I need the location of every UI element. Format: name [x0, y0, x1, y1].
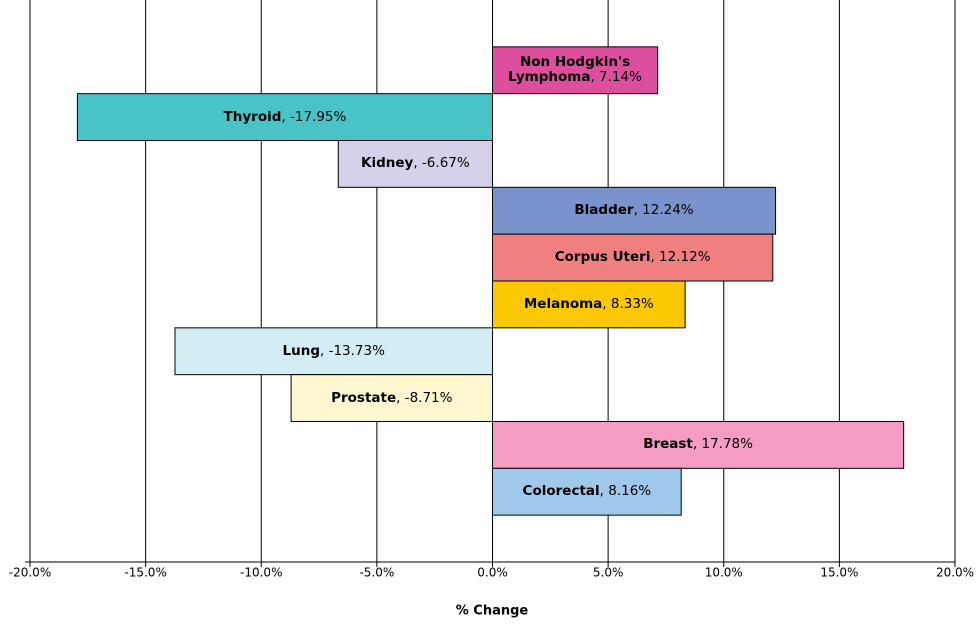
data-label: Non Hodgkin's Lymphoma7.14%: [493, 47, 658, 94]
data-label: Prostate-8.71%: [291, 375, 492, 422]
x-tick-label: 20.0%: [936, 566, 974, 580]
value-label: 8.33%: [602, 296, 653, 312]
x-tick-label: -5.0%: [359, 566, 394, 580]
data-label-box: Thyroid-17.95%: [77, 94, 492, 141]
x-tick-label: -15.0%: [124, 566, 166, 580]
data-label-box: Corpus Uteri12.12%: [493, 234, 773, 281]
data-label: Bladder12.24%: [493, 187, 776, 234]
data-label-box: Bladder12.24%: [493, 187, 776, 234]
data-label-box: Lung-13.73%: [175, 328, 493, 375]
data-label: Melanoma8.33%: [493, 281, 686, 328]
category-label: Kidney: [361, 155, 414, 172]
data-label-box: Colorectal8.16%: [493, 468, 682, 515]
bar: [492, 186, 777, 235]
bar: [76, 93, 493, 141]
x-tick-label: 5.0%: [593, 566, 624, 580]
value-label: 12.12%: [650, 249, 710, 265]
x-tick-label: 10.0%: [705, 566, 743, 580]
category-label: Lung: [282, 342, 321, 359]
category-label: Bladder: [574, 202, 634, 219]
data-label-box: Kidney-6.67%: [338, 141, 492, 188]
x-tick-label: 0.0%: [477, 566, 508, 580]
value-label: -6.67%: [413, 155, 469, 171]
x-axis-label: % Change: [456, 604, 529, 619]
bar: [492, 46, 659, 95]
bar: [174, 327, 493, 376]
category-label: Breast: [643, 436, 693, 453]
value-label: 12.24%: [634, 202, 694, 218]
category-label: Colorectal: [522, 483, 600, 500]
data-label-box: Prostate-8.71%: [291, 375, 492, 422]
category-label: Non Hodgkin's Lymphoma: [508, 54, 631, 86]
bar: [492, 280, 686, 329]
bar: [492, 467, 682, 516]
data-label: Kidney-6.67%: [338, 141, 492, 188]
data-label-box: Melanoma8.33%: [493, 281, 686, 328]
value-label: -8.71%: [396, 390, 452, 406]
category-label: Melanoma: [523, 295, 603, 312]
x-tick-label: 15.0%: [820, 566, 858, 580]
category-label: Corpus Uteri: [554, 249, 651, 266]
data-label: Breast17.78%: [493, 422, 904, 469]
data-label-box: Non Hodgkin's Lymphoma7.14%: [493, 47, 658, 94]
bar: [337, 140, 493, 188]
value-label: 7.14%: [590, 69, 641, 85]
bar: [290, 374, 493, 422]
category-label: Thyroid: [223, 108, 282, 125]
value-label: -13.73%: [320, 343, 385, 359]
value-label: 17.78%: [693, 436, 753, 452]
x-tick-label: -10.0%: [240, 566, 282, 580]
data-label-box: Breast17.78%: [493, 422, 904, 469]
data-label: Thyroid-17.95%: [77, 94, 492, 141]
data-label: Colorectal8.16%: [493, 468, 682, 515]
data-label: Lung-13.73%: [175, 328, 493, 375]
value-label: 8.16%: [600, 483, 651, 499]
data-label: Corpus Uteri12.12%: [493, 234, 773, 281]
value-label: -17.95%: [281, 109, 346, 125]
bar: [492, 421, 905, 469]
category-label: Prostate: [331, 389, 397, 406]
x-tick-label: -20.0%: [9, 566, 51, 580]
